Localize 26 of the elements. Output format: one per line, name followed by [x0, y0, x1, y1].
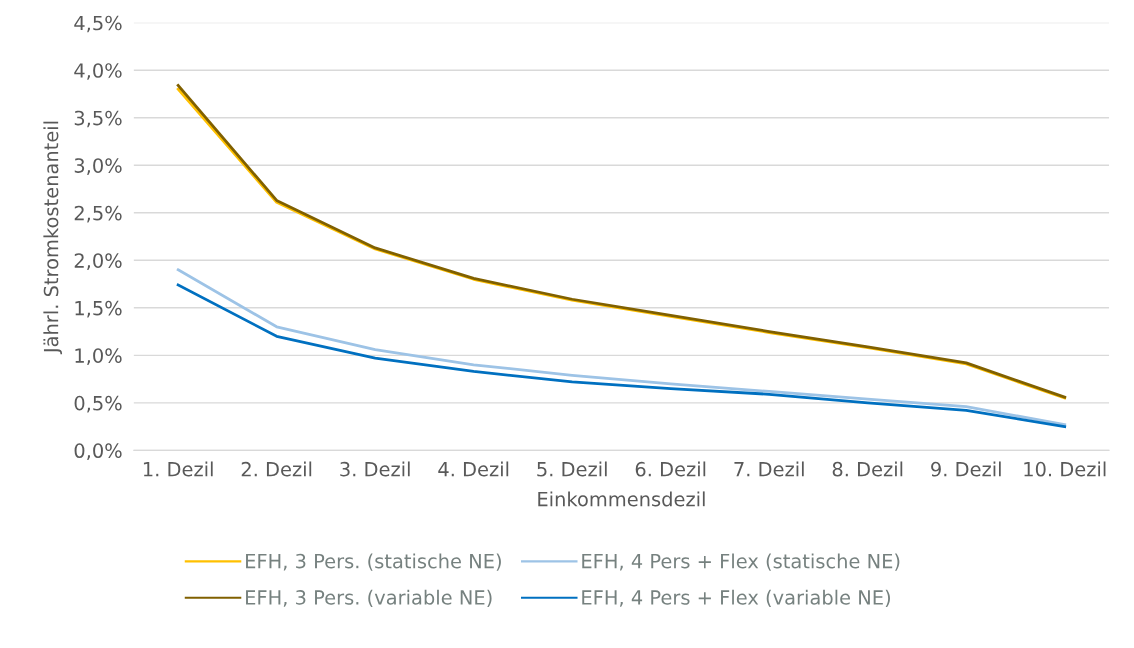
x-tick-label: 4. Dezil [438, 461, 509, 477]
x-tick-label: 7. Dezil [734, 461, 804, 477]
x-axis-title: Einkommensdezil [538, 491, 705, 507]
x-tick-label: 3. Dezil [340, 461, 410, 477]
y-tick-label: 0,0% [74, 443, 122, 461]
y-tick-label: 2,5% [74, 205, 122, 223]
x-tick-label: 6. Dezil [635, 461, 706, 477]
legend-label: EFH, 4 Pers + Flex (statische NE) [582, 553, 900, 571]
legend-label: EFH, 4 Pers + Flex (variable NE) [582, 589, 890, 608]
y-tick-label: 2,0% [74, 253, 122, 270]
y-tick-label: 0,5% [74, 395, 122, 413]
y-tick-label: 4,0% [74, 63, 122, 80]
y-axis-title: Jährl. Stromkostenanteil [43, 121, 63, 355]
y-tick-label: 1,5% [75, 300, 122, 318]
x-tick-label: 9. Dezil [931, 461, 1001, 477]
y-tick-label: 3,5% [74, 110, 122, 128]
y-tick-label: 4,5% [74, 15, 122, 33]
legend-label: EFH, 3 Pers. (statische NE) [246, 553, 501, 571]
y-tick-label: 1,0% [75, 348, 122, 365]
x-tick-label: 2. Dezil [241, 461, 312, 477]
x-tick-label: 5. Dezil [537, 461, 607, 477]
y-tick-label: 3,0% [74, 158, 122, 175]
x-tick-label: 8. Dezil [832, 461, 903, 477]
x-tick-label: 1. Dezil [143, 461, 213, 477]
legend-label: EFH, 3 Pers. (variable NE) [246, 589, 492, 608]
x-tick-label: 10. Dezil [1024, 461, 1106, 477]
